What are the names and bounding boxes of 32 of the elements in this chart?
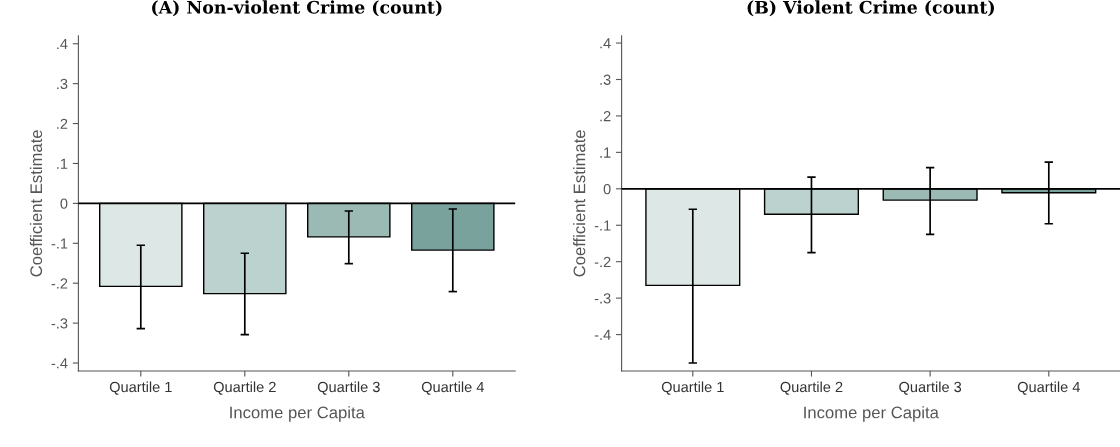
x-tick-label: Quartile 2: [780, 381, 843, 395]
y-tick-label: .2: [57, 118, 68, 129]
x-axis-title: Income per Capita: [804, 406, 939, 422]
x-tick-label: Quartile 1: [661, 381, 724, 395]
y-tick-label: .3: [600, 74, 611, 85]
y-tick-label: -.4: [51, 358, 68, 369]
chart-title: (A) Non-violent Crime (count): [152, 0, 442, 17]
x-tick-label: Quartile 3: [899, 381, 962, 395]
y-axis-title: Coefficient Estimate: [573, 130, 586, 277]
chart-title: (B) Violent Crime (count): [747, 0, 994, 17]
y-tick-label: -.2: [51, 278, 68, 289]
y-tick-label: .1: [57, 158, 68, 169]
y-tick-label: -.1: [594, 220, 611, 231]
y-tick-label: 0: [603, 183, 611, 195]
y-tick-label: -.1: [51, 238, 68, 249]
y-tick-label: .1: [600, 147, 611, 158]
y-tick-label: -.3: [51, 318, 68, 329]
y-tick-label: .3: [57, 78, 68, 90]
y-tick-label: -.4: [594, 329, 611, 340]
y-tick-label: .4: [600, 38, 611, 49]
y-tick-label: 0: [60, 198, 68, 209]
y-tick-label: -.2: [594, 256, 611, 267]
y-tick-label: -.3: [594, 293, 611, 304]
x-tick-label: Quartile 1: [109, 381, 172, 395]
y-axis-title: Coefficient Estimate: [29, 130, 43, 277]
x-axis-title: Income per Capita: [230, 406, 365, 422]
x-tick-label: Quartile 3: [317, 381, 380, 395]
x-tick-label: Quartile 4: [1017, 381, 1080, 395]
x-tick-label: Quartile 4: [421, 381, 484, 395]
y-tick-label: .4: [57, 38, 68, 50]
y-tick-label: .2: [600, 111, 611, 122]
x-tick-label: Quartile 2: [213, 381, 276, 395]
